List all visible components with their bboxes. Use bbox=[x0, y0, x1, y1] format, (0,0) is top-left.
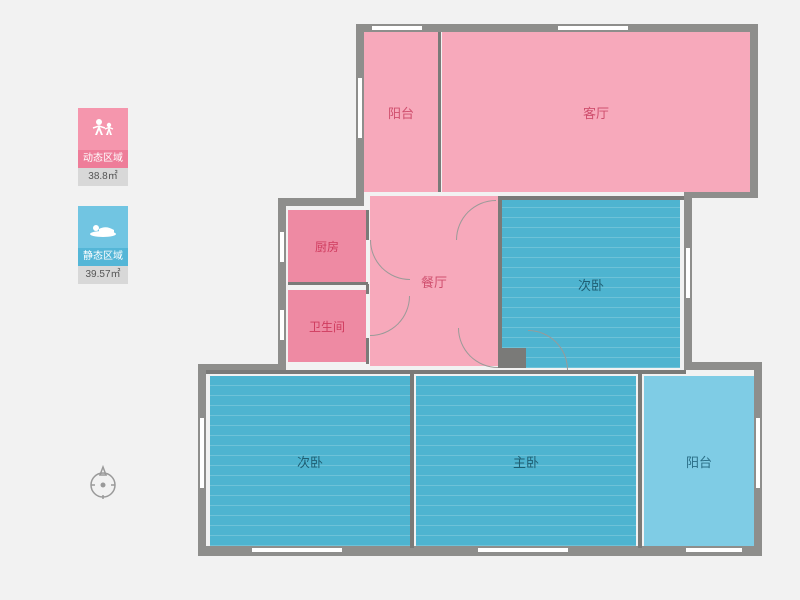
room-balcony-top: 阳台 bbox=[364, 32, 438, 192]
inner-wall bbox=[288, 282, 368, 285]
legend-static-icon bbox=[78, 206, 128, 248]
window-marker bbox=[478, 548, 568, 552]
wall-segment bbox=[278, 198, 286, 372]
legend-static-value: 39.57㎡ bbox=[78, 266, 128, 284]
inner-wall bbox=[366, 210, 369, 240]
window-marker bbox=[558, 26, 628, 30]
inner-wall bbox=[366, 284, 369, 294]
window-marker bbox=[756, 418, 760, 488]
inner-wall bbox=[638, 370, 642, 548]
room-label: 客厅 bbox=[583, 103, 609, 122]
room-living-room: 客厅 bbox=[442, 32, 750, 192]
window-marker bbox=[252, 548, 342, 552]
room-label: 次卧 bbox=[578, 275, 604, 294]
floor-plan: 阳台客厅厨房卫生间餐厅次卧次卧主卧阳台 bbox=[198, 18, 782, 566]
people-icon bbox=[89, 115, 117, 143]
room-label: 厨房 bbox=[315, 238, 339, 255]
legend-static: 静态区域 39.57㎡ bbox=[78, 206, 128, 284]
window-marker bbox=[686, 548, 742, 552]
legend-dynamic-label: 动态区域 bbox=[78, 150, 128, 168]
sleep-icon bbox=[88, 216, 118, 238]
inner-wall bbox=[366, 338, 369, 364]
room-bedroom-l: 次卧 bbox=[210, 376, 410, 546]
legend-dynamic-icon bbox=[78, 108, 128, 150]
room-bathroom: 卫生间 bbox=[288, 290, 366, 362]
inner-wall bbox=[498, 196, 502, 368]
inner-wall bbox=[410, 370, 414, 548]
window-marker bbox=[280, 232, 284, 262]
room-label: 卫生间 bbox=[309, 318, 345, 335]
inner-wall bbox=[438, 32, 441, 192]
room-label: 阳台 bbox=[686, 452, 712, 471]
legend-static-label: 静态区域 bbox=[78, 248, 128, 266]
room-label: 次卧 bbox=[297, 452, 323, 471]
room-label: 餐厅 bbox=[421, 272, 447, 291]
room-label: 主卧 bbox=[513, 452, 539, 471]
wall-segment bbox=[750, 24, 758, 198]
window-marker bbox=[686, 248, 690, 298]
window-marker bbox=[280, 310, 284, 340]
legend-dynamic-value: 38.8㎡ bbox=[78, 168, 128, 186]
room-balcony-bot: 阳台 bbox=[644, 376, 754, 546]
window-marker bbox=[358, 78, 362, 138]
window-marker bbox=[200, 418, 204, 488]
inner-wall bbox=[498, 196, 684, 200]
legend-dynamic: 动态区域 38.8㎡ bbox=[78, 108, 128, 186]
room-kitchen: 厨房 bbox=[288, 210, 366, 282]
inner-wall bbox=[206, 370, 686, 374]
compass-icon bbox=[85, 465, 121, 501]
room-label: 阳台 bbox=[388, 103, 414, 122]
wall-segment bbox=[684, 362, 762, 370]
inner-wall bbox=[502, 348, 526, 368]
room-master-bed: 主卧 bbox=[416, 376, 636, 546]
wall-segment bbox=[278, 198, 362, 206]
window-marker bbox=[372, 26, 422, 30]
